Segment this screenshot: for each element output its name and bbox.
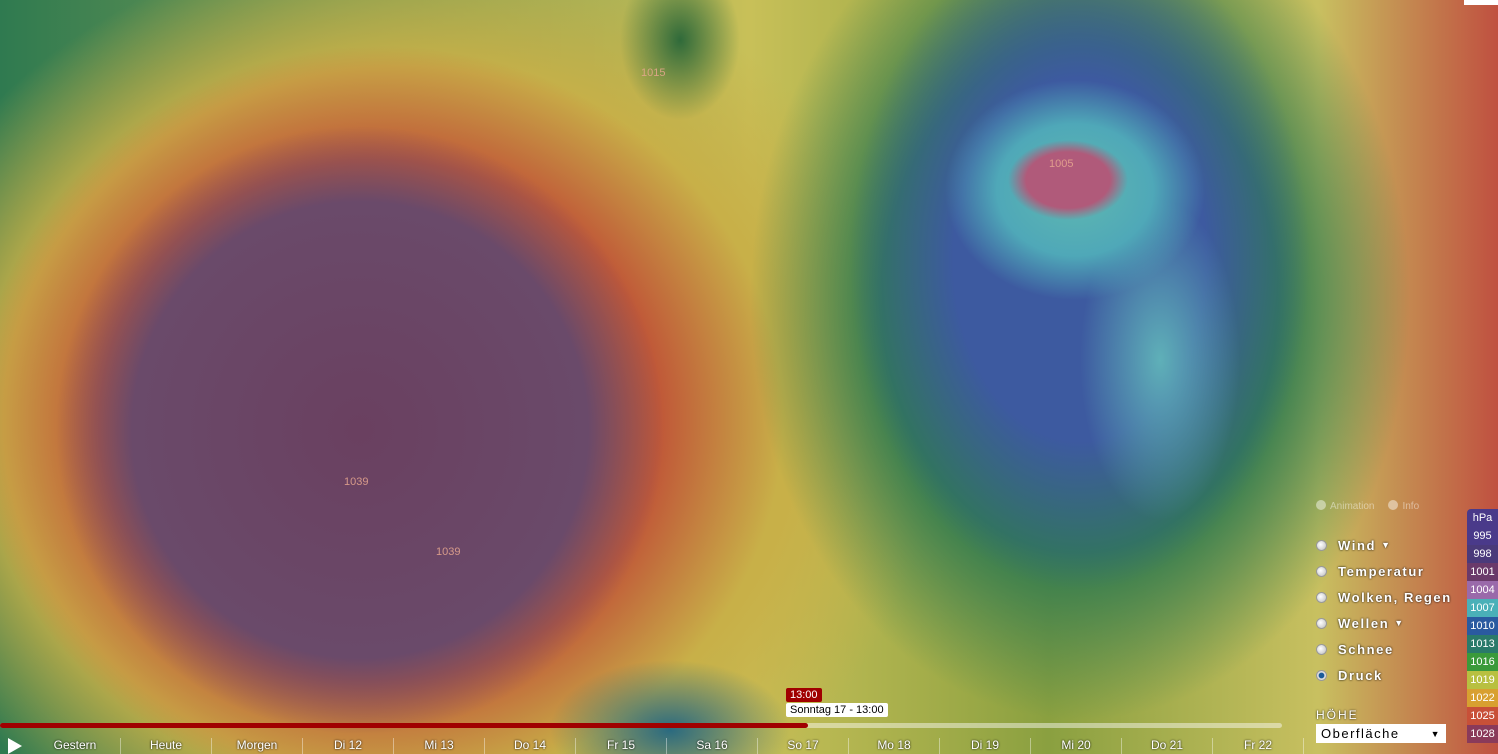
- pressure-label: 1005: [1049, 158, 1074, 170]
- layer-wind[interactable]: Wind ▼: [1316, 532, 1452, 558]
- layer-wellen[interactable]: Wellen ▼: [1316, 610, 1452, 636]
- legend-item: 1004: [1467, 581, 1498, 599]
- height-select[interactable]: Oberfläche ▼: [1316, 724, 1446, 743]
- height-label: HÖHE: [1316, 708, 1359, 722]
- legend-item: 1025: [1467, 707, 1498, 725]
- info-button[interactable]: Info: [1388, 500, 1419, 512]
- chevron-down-icon[interactable]: ▼: [1381, 540, 1392, 550]
- timeline-day[interactable]: Fr 15: [576, 738, 667, 754]
- pause-icon: [1316, 500, 1326, 510]
- legend-item: 1001: [1467, 563, 1498, 581]
- legend-item: 995: [1467, 527, 1498, 545]
- timeline-day[interactable]: Sa 16: [667, 738, 758, 754]
- pressure-label: 1039: [344, 476, 369, 488]
- layer-wolken-regen[interactable]: Wolken, Regen: [1316, 584, 1452, 610]
- timeline-day[interactable]: Di 19: [940, 738, 1031, 754]
- pressure-label: 1015: [641, 67, 666, 79]
- legend-item: 1010: [1467, 617, 1498, 635]
- height-select-value: Oberfläche: [1321, 726, 1400, 741]
- time-tooltip: Sonntag 17 - 13:00: [786, 703, 888, 717]
- animation-label: Animation: [1330, 501, 1375, 512]
- legend-item: 1016: [1467, 653, 1498, 671]
- layer-list: Wind ▼ Temperatur Wolken, Regen Wellen ▼ Schne…: [1316, 532, 1452, 688]
- layer-label: Druck: [1338, 667, 1383, 683]
- timeline-progress: [0, 723, 808, 728]
- radio-button[interactable]: [1316, 591, 1327, 603]
- corner-button[interactable]: [1464, 0, 1498, 5]
- info-label: Info: [1402, 501, 1420, 512]
- timeline-day[interactable]: Morgen: [212, 738, 303, 754]
- legend-item: 998: [1467, 545, 1498, 563]
- layer-label: Wind: [1338, 537, 1377, 553]
- layer-label: Temperatur: [1338, 563, 1425, 579]
- pressure-legend: hPa 995 998 1001 1004 1007 1010 1013 1016 1019 102…: [1467, 509, 1498, 743]
- timeline-day[interactable]: Mo 18: [849, 738, 940, 754]
- legend-unit: hPa: [1467, 509, 1498, 527]
- timeline-track[interactable]: [0, 723, 1282, 728]
- map-controls: Animation Info: [1316, 500, 1419, 512]
- legend-item: 1013: [1467, 635, 1498, 653]
- timeline-day[interactable]: Di 12: [303, 738, 394, 754]
- legend-item: 1007: [1467, 599, 1498, 617]
- timeline-day[interactable]: Heute: [121, 738, 212, 754]
- timeline-day[interactable]: Mi 20: [1031, 738, 1122, 754]
- timeline-day[interactable]: Do 14: [485, 738, 576, 754]
- layer-label: Wellen: [1338, 615, 1390, 631]
- legend-item: 1022: [1467, 689, 1498, 707]
- caret-down-icon: ▼: [1430, 728, 1441, 739]
- info-icon: [1388, 500, 1399, 510]
- radio-button[interactable]: [1316, 669, 1327, 681]
- radio-button[interactable]: [1316, 643, 1327, 655]
- play-icon[interactable]: [8, 738, 22, 754]
- chevron-down-icon[interactable]: ▼: [1394, 618, 1405, 628]
- radio-button[interactable]: [1316, 539, 1327, 551]
- layer-temperatur[interactable]: Temperatur: [1316, 558, 1452, 584]
- legend-item: 1028: [1467, 725, 1498, 743]
- current-time-badge: 13:00: [786, 688, 822, 702]
- pressure-label: 1039: [436, 546, 461, 558]
- radio-button[interactable]: [1316, 565, 1327, 577]
- timeline-days: Gestern Heute Morgen Di 12 Mi 13 Do 14 Fr 15 Sa…: [30, 738, 1304, 754]
- animation-toggle[interactable]: Animation: [1316, 500, 1374, 512]
- layer-label: Schnee: [1338, 641, 1394, 657]
- legend-item: 1019: [1467, 671, 1498, 689]
- timeline-day[interactable]: So 17: [758, 738, 849, 754]
- layer-schnee[interactable]: Schnee: [1316, 636, 1452, 662]
- timeline-day[interactable]: Gestern: [30, 738, 121, 754]
- timeline-day[interactable]: Fr 22: [1213, 738, 1304, 754]
- layer-druck[interactable]: Druck: [1316, 662, 1452, 688]
- timeline-day[interactable]: Mi 13: [394, 738, 485, 754]
- timeline-day[interactable]: Do 21: [1122, 738, 1213, 754]
- radio-button[interactable]: [1316, 617, 1327, 629]
- layer-label: Wolken, Regen: [1338, 589, 1452, 605]
- timeline[interactable]: Gestern Heute Morgen Di 12 Mi 13 Do 14 Fr 15 Sa…: [0, 718, 1498, 754]
